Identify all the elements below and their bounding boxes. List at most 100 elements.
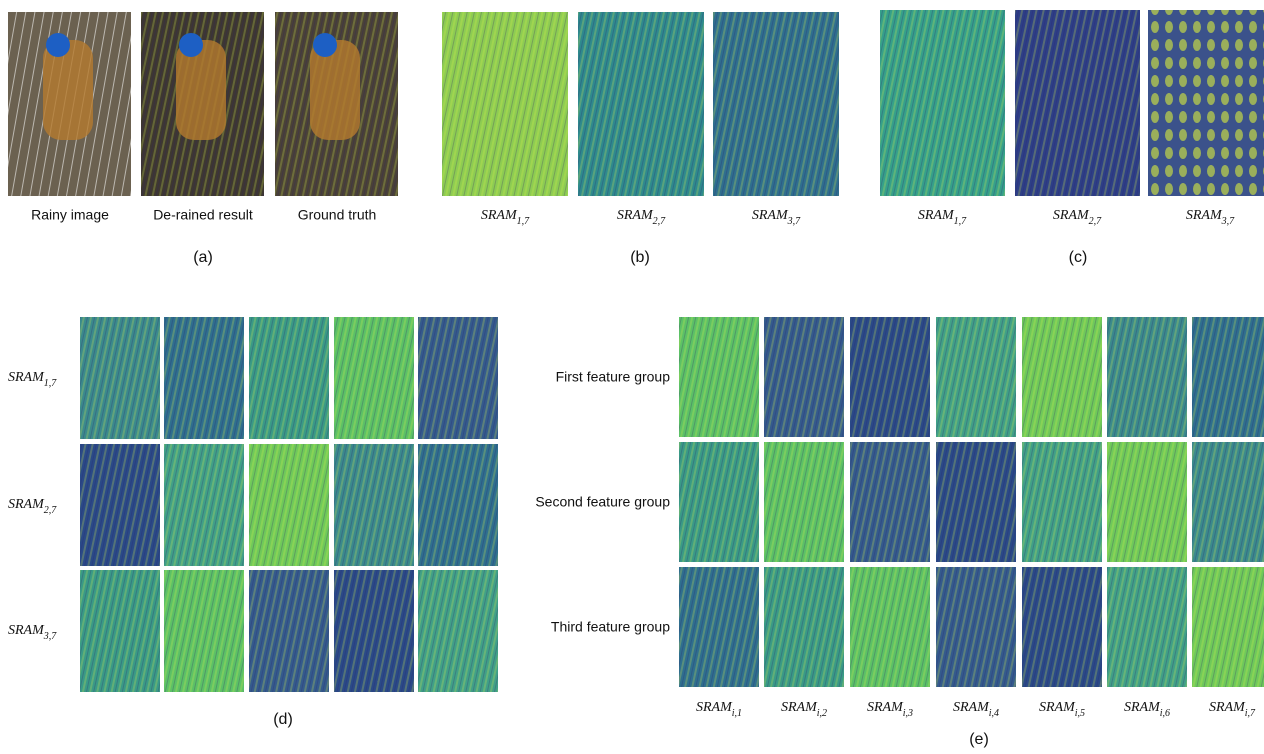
sram-main: SRAM bbox=[1053, 208, 1090, 223]
helmet bbox=[313, 33, 337, 57]
image-texture bbox=[764, 442, 844, 562]
sram-main: SRAM bbox=[781, 700, 818, 715]
caption: Rainy image bbox=[31, 207, 109, 223]
image-texture bbox=[80, 570, 160, 692]
image-texture bbox=[1148, 10, 1264, 196]
image-texture bbox=[1022, 442, 1102, 562]
image-texture bbox=[1022, 567, 1102, 687]
image-texture bbox=[249, 317, 329, 439]
caption: Second feature group bbox=[535, 494, 670, 510]
sram-main: SRAM bbox=[617, 208, 654, 223]
image-texture bbox=[936, 567, 1016, 687]
sram-sub: i,2 bbox=[817, 708, 827, 719]
image-texture bbox=[679, 317, 759, 437]
caption: First feature group bbox=[556, 369, 671, 385]
image-texture bbox=[249, 444, 329, 566]
sram-label: SRAM2,7 bbox=[1053, 208, 1102, 227]
image-texture bbox=[713, 12, 839, 196]
sram-sub: 2,7 bbox=[1089, 216, 1103, 227]
image-texture bbox=[578, 12, 704, 196]
image-texture bbox=[764, 567, 844, 687]
sram-label: SRAMi,5 bbox=[1039, 700, 1085, 719]
image-texture bbox=[164, 444, 244, 566]
helmet bbox=[46, 33, 70, 57]
image-texture bbox=[850, 567, 930, 687]
sram-label: SRAM2,7 bbox=[617, 208, 666, 227]
caption: De-rained result bbox=[153, 207, 253, 223]
image-texture bbox=[880, 10, 1005, 196]
sram-sub: 2,7 bbox=[44, 505, 58, 516]
image-texture bbox=[418, 317, 498, 439]
image-texture bbox=[80, 444, 160, 566]
sram-main: SRAM bbox=[1039, 700, 1076, 715]
image-texture bbox=[850, 442, 930, 562]
sram-sub: i,3 bbox=[903, 708, 913, 719]
caption: (e) bbox=[969, 731, 989, 748]
image-texture bbox=[1107, 317, 1187, 437]
helmet bbox=[179, 33, 203, 57]
sram-sub: 3,7 bbox=[43, 631, 58, 642]
image-texture bbox=[1107, 567, 1187, 687]
image-texture bbox=[1022, 317, 1102, 437]
caption: (a) bbox=[193, 249, 213, 266]
sram-label: SRAM1,7 bbox=[481, 208, 530, 227]
sram-label: SRAM1,7 bbox=[918, 208, 967, 227]
sram-label: SRAMi,6 bbox=[1124, 700, 1170, 719]
image-texture bbox=[936, 317, 1016, 437]
sram-sub: i,7 bbox=[1245, 708, 1256, 719]
image-texture bbox=[334, 317, 414, 439]
caption: Ground truth bbox=[298, 207, 377, 223]
image-texture bbox=[80, 317, 160, 439]
image-texture bbox=[334, 444, 414, 566]
image-texture bbox=[1015, 10, 1140, 196]
sram-sub: 1,7 bbox=[517, 216, 531, 227]
image-texture bbox=[1192, 442, 1264, 562]
sram-main: SRAM bbox=[1186, 208, 1223, 223]
sram-label: SRAM3,7 bbox=[1186, 208, 1235, 227]
sram-main: SRAM bbox=[1124, 700, 1161, 715]
image-texture bbox=[1192, 317, 1264, 437]
image-texture bbox=[679, 442, 759, 562]
sram-label: SRAM1,7 bbox=[8, 370, 57, 389]
sram-label: SRAMi,7 bbox=[1209, 700, 1256, 719]
image-texture bbox=[679, 567, 759, 687]
sram-main: SRAM bbox=[867, 700, 904, 715]
sram-label: SRAM2,7 bbox=[8, 497, 57, 516]
sram-label: SRAMi,1 bbox=[696, 700, 742, 719]
image-texture bbox=[764, 317, 844, 437]
image-texture bbox=[334, 570, 414, 692]
image-texture bbox=[164, 317, 244, 439]
image-texture bbox=[442, 12, 568, 196]
sram-main: SRAM bbox=[8, 497, 45, 512]
figure-shape bbox=[176, 40, 226, 140]
sram-sub: i,6 bbox=[1160, 708, 1170, 719]
sram-sub: i,5 bbox=[1075, 708, 1085, 719]
figure: Rainy image De-rained result Ground truth (… bbox=[0, 0, 1264, 749]
sram-sub: i,1 bbox=[732, 708, 742, 719]
figure-shape bbox=[43, 40, 93, 140]
caption: Third feature group bbox=[551, 619, 670, 635]
sram-main: SRAM bbox=[696, 700, 733, 715]
sram-sub: 1,7 bbox=[954, 216, 968, 227]
sram-label: SRAM3,7 bbox=[752, 208, 801, 227]
sram-label: SRAMi,3 bbox=[867, 700, 913, 719]
image-texture bbox=[1107, 442, 1187, 562]
image-texture bbox=[249, 570, 329, 692]
sram-main: SRAM bbox=[752, 208, 789, 223]
image-texture bbox=[418, 444, 498, 566]
image-texture bbox=[1192, 567, 1264, 687]
sram-main: SRAM bbox=[953, 700, 990, 715]
sram-label: SRAMi,2 bbox=[781, 700, 827, 719]
caption: (b) bbox=[630, 249, 650, 266]
image-texture bbox=[164, 570, 244, 692]
sram-sub: 1,7 bbox=[44, 378, 58, 389]
image-texture bbox=[850, 317, 930, 437]
sram-sub: 3,7 bbox=[787, 216, 802, 227]
caption: (c) bbox=[1069, 249, 1088, 266]
figure-shape bbox=[310, 40, 360, 140]
sram-main: SRAM bbox=[1209, 700, 1246, 715]
sram-label: SRAM3,7 bbox=[8, 623, 57, 642]
sram-main: SRAM bbox=[8, 370, 45, 385]
sram-main: SRAM bbox=[918, 208, 955, 223]
sram-sub: i,4 bbox=[989, 708, 999, 719]
